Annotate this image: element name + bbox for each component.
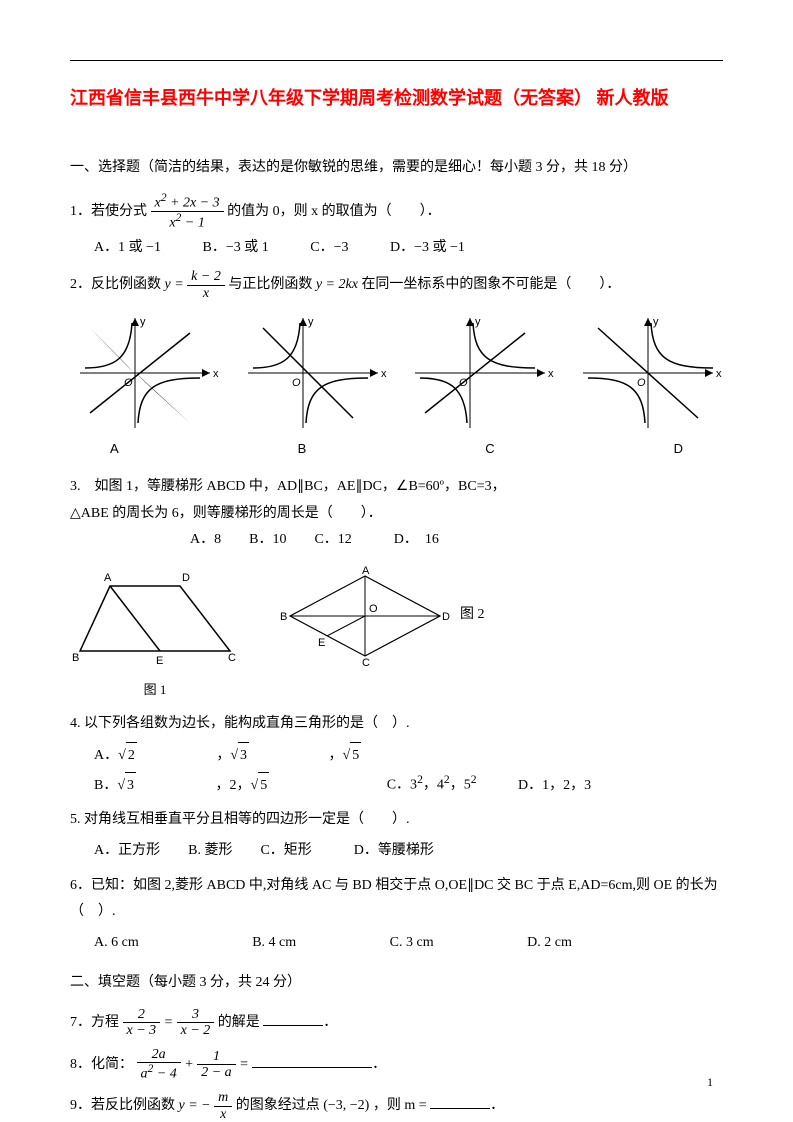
trapezoid-figure: A D B C E [70, 566, 240, 666]
page-title: 江西省信丰县西牛中学八年级下学期周考检测数学试题（无答案） 新人教版 [70, 81, 723, 115]
svg-text:O: O [292, 377, 301, 389]
q2-graphs: x y O x y O x y O x y O [70, 313, 723, 433]
q1-opt-a: A．1 或 −1 [94, 235, 161, 262]
question-1: 1．若使分式 x2 + 2x − 3 x2 − 1 的值为 0，则 x 的取值为… [70, 192, 723, 262]
q2-eq1: y = [165, 278, 188, 293]
graph-b: x y O [238, 313, 388, 433]
question-8: 8．化简： 2aa2 − 4 + 12 − a = ． [70, 1047, 723, 1082]
section-2-heading: 二、填空题（每小题 3 分，共 24 分） [70, 970, 723, 997]
q3-figures: A D B C E 图 1 A D B C O E 图 2 [70, 566, 723, 703]
q2-mid: 与正比例函数 y = 2kx [228, 278, 358, 293]
rhombus-figure: A D B C O E [280, 566, 450, 666]
svg-text:C: C [362, 657, 370, 666]
q8-blank [252, 1053, 372, 1068]
svg-text:y: y [308, 316, 314, 328]
page-number: 1 [707, 1071, 713, 1094]
q5-text: 5. 对角线互相垂直平分且相等的四边形一定是（ ）. [70, 807, 723, 834]
q1-fraction: x2 + 2x − 3 x2 − 1 [151, 192, 224, 231]
q5-options: A．正方形 B. 菱形 C．矩形 D．等腰梯形 [94, 838, 723, 865]
label-b: B [298, 437, 307, 462]
figure-1-caption: 图 1 [70, 678, 240, 703]
q6-l2: （ ）. [70, 899, 723, 926]
q1-options: A．1 或 −1 B．−3 或 1 C．−3 D．−3 或 −1 [94, 235, 723, 262]
svg-text:D: D [182, 572, 190, 584]
graph-a: xyO [70, 313, 220, 433]
svg-text:y: y [475, 316, 481, 328]
q4-opt-c: C．32，42，52 [387, 769, 477, 799]
svg-text:x: x [381, 368, 387, 380]
question-4: 4. 以下列各组数为边长，能构成直角三角形的是（ ）. A．√2 ，√3 ，√5… [70, 711, 723, 799]
q1-lead: 1．若使分式 [70, 204, 151, 219]
q6-opt-a: A. 6 cm [94, 930, 139, 957]
question-7: 7．方程 2x − 3 = 3x − 2 的解是 ． [70, 1007, 723, 1039]
q8-f2: 12 − a [197, 1049, 235, 1081]
q2-graph-labels: A B C D [110, 437, 683, 462]
svg-text:A: A [362, 566, 370, 577]
q6-opt-c: C. 3 cm [390, 930, 434, 957]
svg-text:B: B [280, 611, 287, 623]
q1-opt-c: C．−3 [310, 235, 348, 262]
svg-text:B: B [72, 652, 79, 664]
question-2: 2．反比例函数 y = k − 2x 与正比例函数 y = 2kx 在同一坐标系… [70, 269, 723, 301]
svg-text:y: y [140, 316, 146, 328]
q7-tail: 的解是 [218, 1015, 264, 1030]
svg-text:x: x [213, 368, 219, 380]
q4-options: A．√2 ，√3 ，√5 B．√3 ，2，√5 C．32，42，52 D．1，2… [94, 742, 723, 800]
q6-options: A. 6 cm B. 4 cm C. 3 cm D. 2 cm [94, 930, 723, 957]
q4-opt-b: B．√3 ，2，√5 [94, 772, 345, 800]
svg-text:C: C [228, 652, 236, 664]
svg-text:E: E [318, 637, 325, 649]
q6-opt-b: B. 4 cm [252, 930, 296, 957]
label-c: C [485, 437, 494, 462]
q1-tail: 的值为 0，则 x 的取值为（ ）． [227, 204, 441, 219]
graph-d: x y O [573, 313, 723, 433]
svg-text:O: O [369, 603, 378, 615]
svg-text:A: A [104, 572, 112, 584]
svg-text:x: x [548, 368, 554, 380]
question-3: 3. 如图 1，等腰梯形 ABCD 中，AD∥BC，AE∥DC，∠B=60º，B… [70, 474, 723, 554]
q6-opt-d: D. 2 cm [527, 930, 572, 957]
q9-blank [430, 1094, 490, 1109]
q3-line2: △ABE 的周长为 6，则等腰梯形的周长是（ ）． [70, 501, 723, 528]
question-5: 5. 对角线互相垂直平分且相等的四边形一定是（ ）. A．正方形 B. 菱形 C… [70, 807, 723, 864]
q2-tail: 在同一坐标系中的图象不可能是（ ）． [361, 278, 620, 293]
q8-f1: 2aa2 − 4 [137, 1047, 181, 1082]
q2-frac: k − 2x [187, 269, 225, 301]
svg-text:x: x [716, 368, 722, 380]
svg-text:O: O [637, 377, 646, 389]
q6-l1: 6．已知：如图 2,菱形 ABCD 中,对角线 AC 与 BD 相交于点 O,O… [70, 873, 723, 900]
q4-opt-d: D．1，2，3 [518, 773, 591, 800]
q3-line1: 3. 如图 1，等腰梯形 ABCD 中，AD∥BC，AE∥DC，∠B=60º，B… [70, 474, 723, 501]
q1-opt-b: B．−3 或 1 [203, 235, 269, 262]
figure-1-wrap: A D B C E 图 1 [70, 566, 240, 703]
q4-opt-a: A．√2 ，√3 ，√5 [94, 742, 437, 770]
q1-opt-d: D．−3 或 −1 [390, 235, 465, 262]
svg-text:y: y [653, 316, 659, 328]
figure-2-wrap: A D B C O E 图 2 [280, 566, 485, 666]
top-rule [70, 60, 723, 61]
label-d: D [674, 437, 683, 462]
q2-lead: 2．反比例函数 [70, 278, 165, 293]
q3-options: A．8 B．10 C．12 D． 16 [190, 527, 723, 554]
question-6: 6．已知：如图 2,菱形 ABCD 中,对角线 AC 与 BD 相交于点 O,O… [70, 873, 723, 957]
q8-lead: 8．化简： [70, 1057, 133, 1072]
figure-2-caption: 图 2 [460, 602, 485, 629]
question-9: 9．若反比例函数 y = − mx 的图象经过点 (−3, −2) ，则 m =… [70, 1090, 723, 1122]
label-a: A [110, 437, 119, 462]
graph-c: xyO [405, 313, 555, 433]
section-1-heading: 一、选择题（简洁的结果，表达的是你敏锐的思维，需要的是细心！每小题 3 分，共 … [70, 155, 723, 182]
q7-f2: 3x − 2 [177, 1007, 215, 1039]
q9-frac: mx [214, 1090, 232, 1122]
q7-f1: 2x − 3 [123, 1007, 161, 1039]
q7-lead: 7．方程 [70, 1015, 123, 1030]
q7-blank [263, 1011, 323, 1026]
svg-text:D: D [442, 611, 450, 623]
q9-lead: 9．若反比例函数 [70, 1098, 179, 1113]
q9-tail: 的图象经过点 (−3, −2) ，则 m = [236, 1098, 430, 1113]
svg-text:E: E [156, 655, 163, 666]
q4-text: 4. 以下列各组数为边长，能构成直角三角形的是（ ）. [70, 711, 723, 738]
